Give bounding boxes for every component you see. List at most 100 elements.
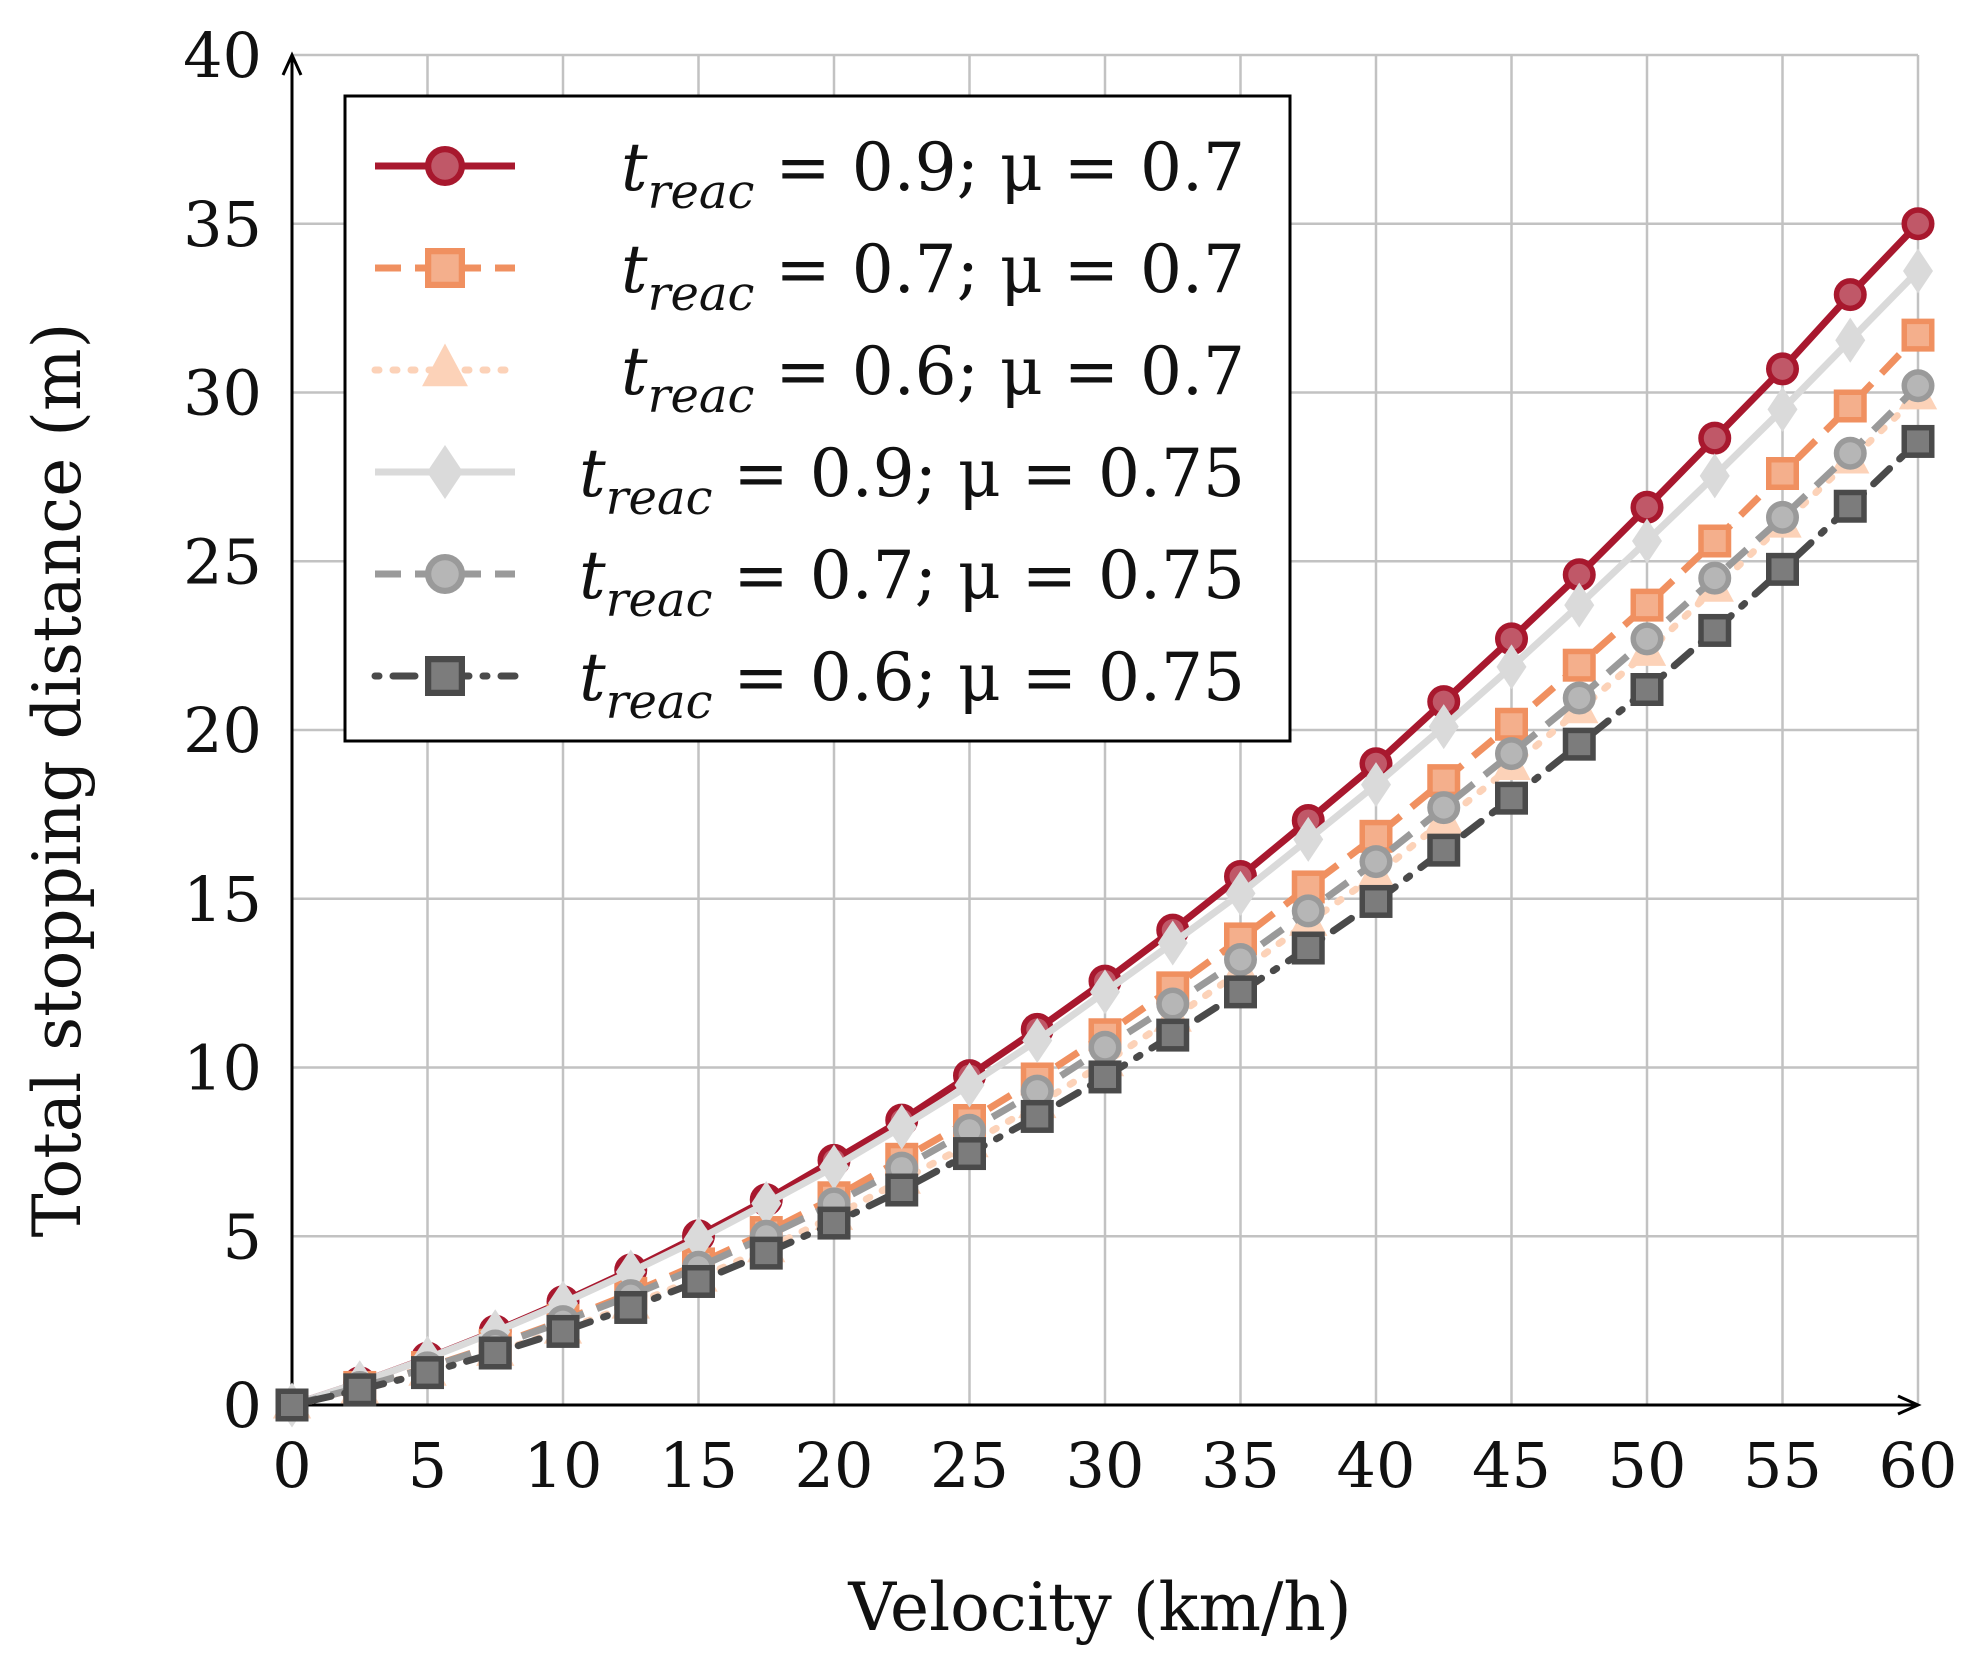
legend-rest: = 0.7; μ = 0.75 bbox=[712, 537, 1245, 614]
marker-square bbox=[343, 1373, 377, 1407]
marker-highlight bbox=[890, 1179, 913, 1202]
tick-labels: 0 5 10 15 20 25 30 35 40 45 50 55 60 0 5 10 15 20 25 30 35 40 bbox=[183, 19, 1957, 1502]
marker-square bbox=[749, 1236, 783, 1270]
marker-square bbox=[1766, 457, 1799, 490]
marker-square bbox=[1630, 673, 1664, 706]
marker-circle bbox=[1630, 622, 1664, 656]
marker-circle bbox=[425, 146, 465, 186]
marker-highlight bbox=[958, 1142, 981, 1165]
marker-highlight bbox=[619, 1296, 642, 1319]
legend-label: treac = 0.6; μ = 0.75 bbox=[579, 639, 1245, 730]
marker-highlight bbox=[1297, 899, 1320, 922]
marker-highlight bbox=[687, 1270, 710, 1293]
marker-square bbox=[1156, 1018, 1190, 1052]
marker-square bbox=[1427, 833, 1461, 867]
marker-square bbox=[885, 1173, 919, 1207]
marker-square bbox=[1833, 489, 1867, 523]
marker-highlight bbox=[1907, 212, 1929, 235]
marker-highlight bbox=[281, 1394, 303, 1416]
y-tick-label: 5 bbox=[223, 1200, 262, 1273]
x-tick-label: 10 bbox=[524, 1429, 603, 1502]
marker-square bbox=[614, 1290, 648, 1324]
marker-square bbox=[817, 1206, 851, 1240]
marker-diamond bbox=[1225, 870, 1256, 916]
marker-circle bbox=[1698, 561, 1732, 595]
marker-square bbox=[1833, 389, 1867, 423]
x-tick-label: 45 bbox=[1472, 1429, 1551, 1502]
marker-square bbox=[1088, 1060, 1122, 1094]
legend-var: t bbox=[621, 333, 648, 410]
marker-circle bbox=[1291, 894, 1325, 928]
legend-label: treac = 0.9; μ = 0.75 bbox=[579, 435, 1245, 526]
marker-square bbox=[425, 248, 465, 288]
marker-highlight bbox=[431, 254, 459, 282]
marker-highlight bbox=[1839, 442, 1862, 465]
x-tick-label: 55 bbox=[1743, 1429, 1822, 1502]
marker-square bbox=[682, 1264, 715, 1298]
y-tick-label: 25 bbox=[183, 525, 262, 598]
legend-subscript: reac bbox=[606, 470, 713, 526]
marker-square bbox=[1224, 975, 1257, 1009]
y-tick-label: 40 bbox=[183, 19, 262, 92]
marker-square bbox=[1291, 931, 1325, 965]
marker-circle bbox=[425, 554, 465, 594]
marker-highlight bbox=[755, 1242, 778, 1265]
marker-highlight bbox=[1432, 796, 1455, 819]
marker-highlight bbox=[1094, 1036, 1116, 1059]
axes bbox=[281, 51, 1922, 1416]
marker-diamond bbox=[886, 1104, 917, 1150]
marker-highlight bbox=[1500, 742, 1523, 765]
legend-subscript: reac bbox=[606, 572, 713, 628]
legend-label: treac = 0.9; μ = 0.7 bbox=[621, 129, 1245, 220]
x-tick-label: 50 bbox=[1608, 1429, 1687, 1502]
y-axis-title: Total stopping distance (m) bbox=[19, 323, 96, 1238]
x-tick-label: 0 bbox=[272, 1429, 311, 1502]
x-tick-label: 25 bbox=[930, 1429, 1009, 1502]
marker-highlight bbox=[1229, 948, 1252, 971]
marker-highlight bbox=[1432, 769, 1455, 792]
marker-diamond bbox=[1157, 920, 1188, 966]
marker-highlight bbox=[1636, 678, 1658, 701]
marker-circle bbox=[1901, 369, 1935, 403]
y-tick-label: 35 bbox=[183, 188, 262, 261]
marker-square bbox=[1359, 884, 1393, 918]
x-tick-label: 30 bbox=[1066, 1429, 1145, 1502]
marker-square bbox=[1562, 727, 1596, 761]
marker-highlight bbox=[1839, 283, 1862, 306]
marker-highlight bbox=[1703, 567, 1726, 590]
legend-entry: treac = 0.9; μ = 0.7 bbox=[375, 129, 1245, 220]
marker-highlight bbox=[958, 1119, 981, 1142]
legend-entry: treac = 0.9; μ = 0.75 bbox=[375, 435, 1245, 526]
marker-diamond bbox=[1835, 317, 1866, 363]
x-axis-arrow bbox=[1897, 1394, 1922, 1416]
x-tick-label: 40 bbox=[1337, 1429, 1416, 1502]
marker-circle bbox=[1901, 207, 1935, 241]
marker-highlight bbox=[1432, 690, 1455, 713]
marker-circle bbox=[1359, 845, 1393, 879]
marker-highlight bbox=[1703, 619, 1726, 642]
marker-highlight bbox=[431, 152, 459, 180]
legend-entry: treac = 0.6; μ = 0.75 bbox=[371, 639, 1245, 730]
marker-highlight bbox=[1229, 980, 1252, 1003]
marker-diamond bbox=[1496, 644, 1527, 690]
legend-label: treac = 0.6; μ = 0.7 bbox=[621, 333, 1245, 424]
marker-circle bbox=[1156, 987, 1190, 1021]
marker-highlight bbox=[1636, 496, 1658, 519]
marker-highlight bbox=[1500, 627, 1523, 650]
x-tick-label: 60 bbox=[1879, 1429, 1958, 1502]
marker-highlight bbox=[1703, 427, 1726, 450]
marker-circle bbox=[1427, 791, 1461, 825]
legend-label: treac = 0.7; μ = 0.7 bbox=[621, 231, 1245, 322]
marker-square bbox=[953, 1137, 986, 1171]
marker-highlight bbox=[1568, 733, 1591, 756]
marker-square bbox=[1630, 588, 1664, 622]
legend-subscript: reac bbox=[648, 164, 755, 220]
marker-highlight bbox=[1500, 787, 1523, 810]
marker-highlight bbox=[1771, 558, 1794, 581]
x-tick-label: 5 bbox=[408, 1429, 447, 1502]
legend-subscript: reac bbox=[648, 266, 755, 322]
marker-highlight bbox=[1297, 875, 1320, 898]
marker-square bbox=[1901, 318, 1935, 352]
